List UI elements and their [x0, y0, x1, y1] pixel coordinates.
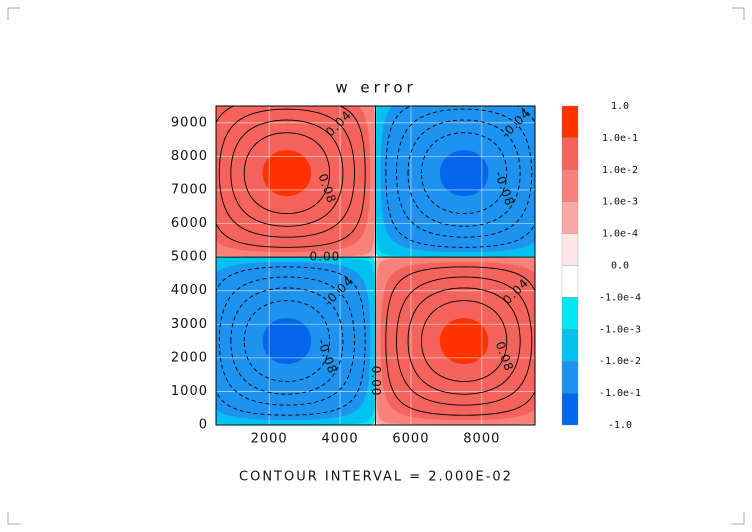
colorbar-label: -1.0	[608, 420, 632, 431]
contour-line	[216, 106, 535, 425]
contour-line	[218, 276, 355, 406]
contour-fill	[439, 150, 489, 197]
x-tick-label: 2000	[251, 432, 288, 447]
colorbar-label: 1.0e-2	[602, 165, 638, 176]
contour-fill	[262, 318, 312, 365]
y-tick-label: 5000	[171, 250, 208, 265]
colorbar-label: -1.0e-3	[599, 324, 641, 335]
colorbar-label: 1.0e-1	[602, 133, 638, 144]
colorbar-swatch	[561, 169, 579, 202]
contour-fill	[439, 318, 489, 365]
footer: CONTOUR INTERVAL = 2.000E-02	[239, 470, 513, 485]
colorbar-label: -1.0e-2	[599, 356, 641, 367]
colorbar-swatch	[561, 392, 579, 426]
colorbar-swatch	[561, 201, 579, 234]
colorbar-label: 1.0e-4	[602, 229, 638, 240]
x-tick-label: 6000	[392, 432, 429, 447]
contour-line	[407, 119, 521, 227]
colorbar: 1.0 1.0e-1 1.0e-2 1.0e-3 1.0e-4 0.0 -1.0e-4 -1.…	[561, 101, 641, 431]
chart-title: w error	[335, 79, 416, 97]
corner-marks	[7, 7, 745, 525]
contour-line	[420, 300, 508, 382]
colorbar-label: 1.0	[611, 101, 629, 112]
y-tick-label: 9000	[171, 115, 208, 130]
colorbar-label: 0.0	[611, 261, 629, 272]
colorbar-swatch	[561, 137, 579, 170]
contour-line	[230, 287, 344, 395]
colorbar-label: 1.0e-3	[602, 197, 638, 208]
colorbar-swatch	[561, 329, 579, 362]
colorbar-label: -1.0e-1	[599, 388, 641, 399]
colorbar-swatch	[561, 233, 579, 266]
x-tick-label: 4000	[322, 432, 359, 447]
y-tick-label: 2000	[171, 350, 208, 365]
colorbar-swatch	[561, 297, 579, 330]
colorbar-swatch	[561, 265, 579, 298]
y-tick-label: 0	[199, 418, 208, 433]
plot-area: -0.08-0.08-0.04-0.040.000.000.040.040.08…	[216, 106, 535, 425]
colorbar-label: -1.0e-4	[599, 292, 641, 303]
contour-line	[420, 132, 508, 215]
contour-line	[407, 287, 521, 395]
y-tick-label: 4000	[171, 283, 208, 298]
colorbar-swatch	[561, 105, 579, 139]
y-tick-label: 6000	[171, 216, 208, 231]
contour-line	[243, 300, 331, 382]
y-tick-label: 7000	[171, 182, 208, 197]
y-tick-label: 8000	[171, 149, 208, 164]
plot-frame	[215, 105, 536, 426]
contour-fill	[262, 150, 312, 197]
contour-label: 0.00	[369, 366, 383, 397]
y-tick-label: 3000	[171, 317, 208, 332]
contour-line	[216, 266, 366, 416]
contour-line	[396, 276, 533, 406]
contour-line	[396, 108, 533, 238]
contour-line	[385, 266, 535, 416]
contour-line	[385, 106, 535, 248]
colorbar-swatch	[561, 361, 579, 394]
x-tick-label: 8000	[463, 432, 500, 447]
contour-line	[230, 119, 344, 227]
contour-line	[218, 108, 355, 238]
y-tick-label: 1000	[171, 384, 208, 399]
contour-label: 0.00	[310, 250, 341, 264]
contour-line	[216, 106, 366, 248]
contour-line	[243, 132, 331, 215]
